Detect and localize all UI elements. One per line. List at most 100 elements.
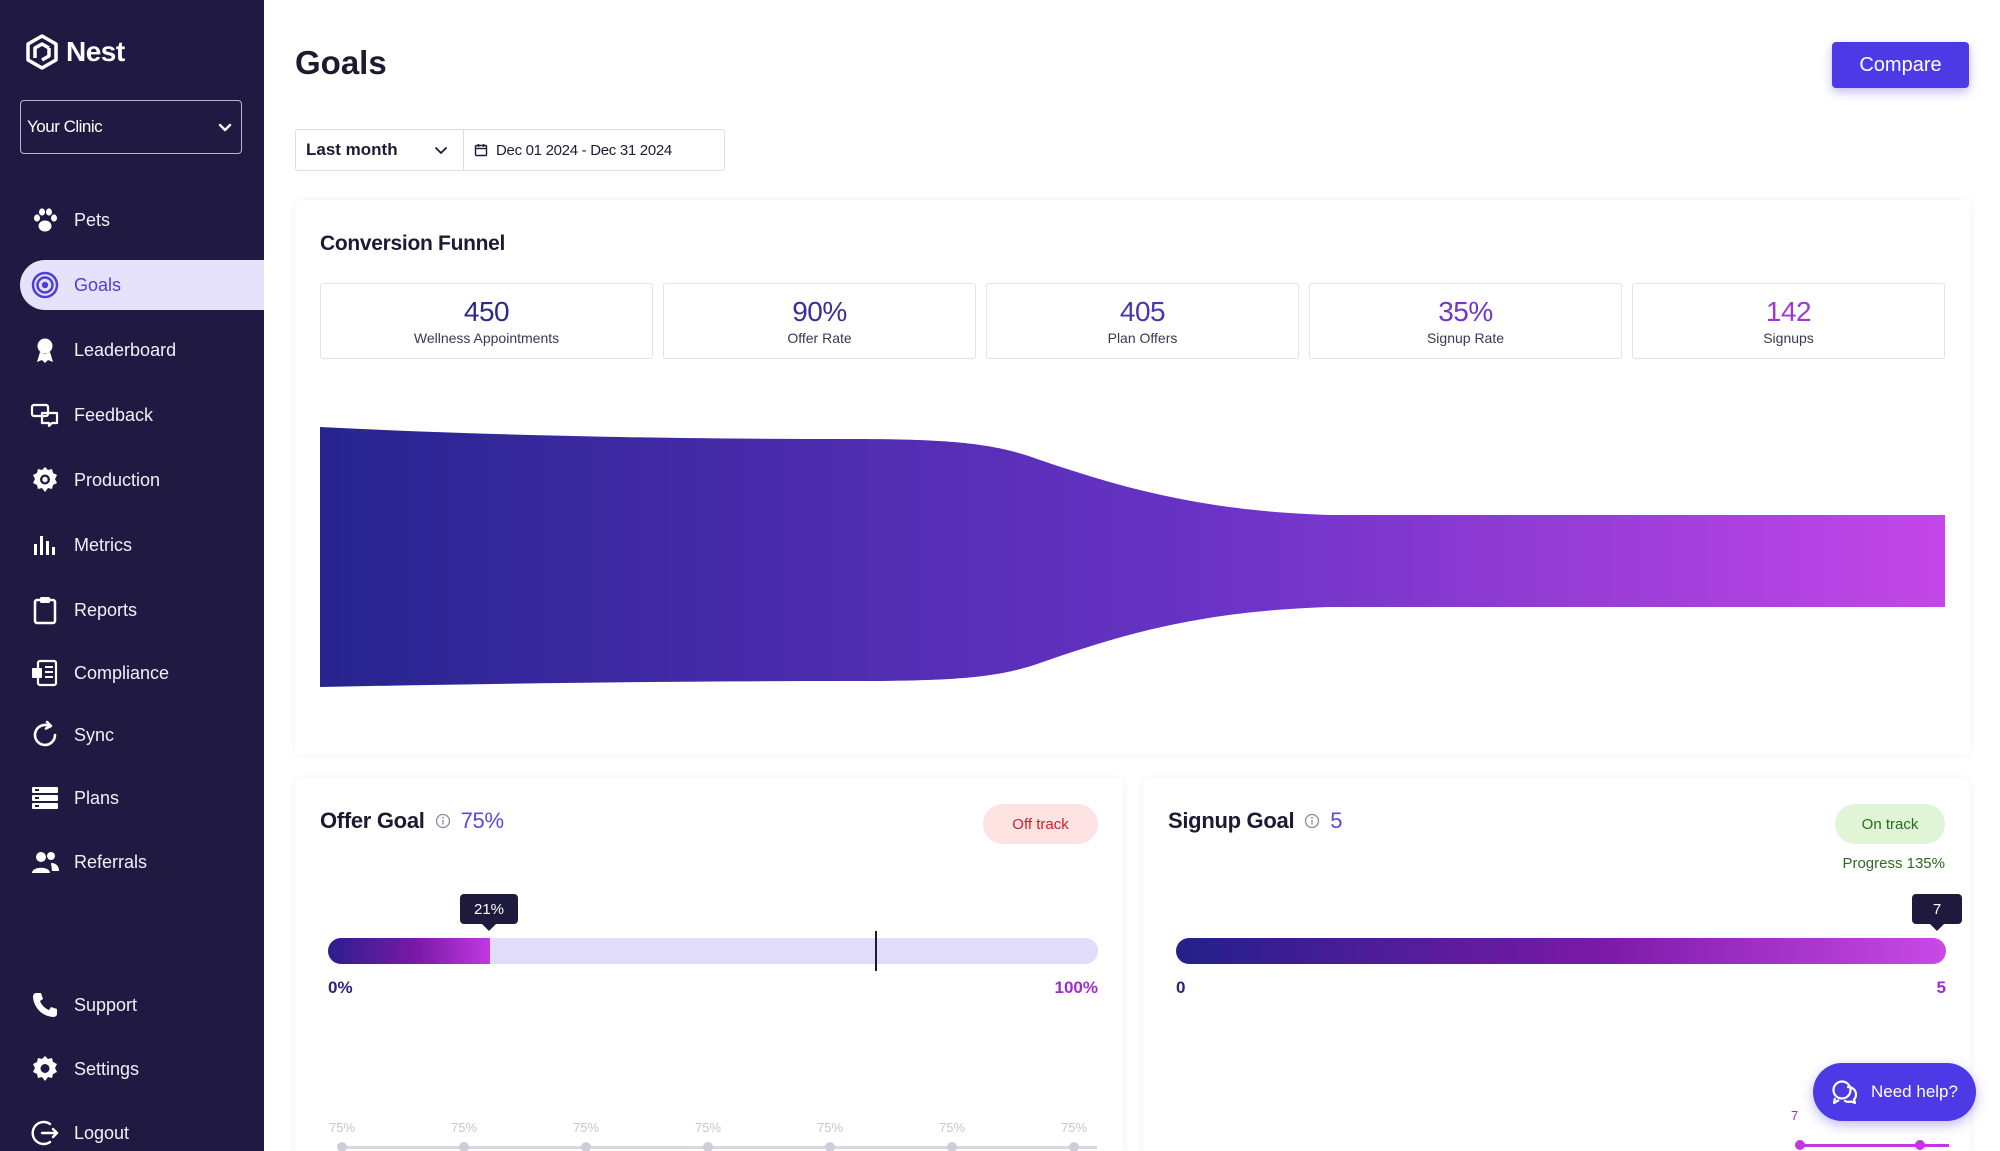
funnel-shape <box>320 427 1945 687</box>
sidebar-item-sync[interactable]: Sync <box>20 710 264 760</box>
sidebar-item-label: Pets <box>74 209 111 230</box>
funnel-title: Conversion Funnel <box>320 232 506 255</box>
history-tick-label: 75% <box>572 1120 600 1135</box>
document-icon <box>32 659 58 687</box>
sidebar-item-label: Settings <box>74 1058 140 1079</box>
sidebar-item-pets[interactable]: Pets <box>20 195 264 245</box>
signup-goal-value: 5 <box>1330 808 1343 833</box>
bar-chart-icon <box>34 536 55 555</box>
signup-goal-title: Signup Goal <box>1168 808 1295 833</box>
sidebar-item-support[interactable]: Support <box>20 980 264 1030</box>
sidebar-item-label: Support <box>74 994 138 1015</box>
info-icon[interactable] <box>435 813 451 829</box>
sidebar-item-label: Compliance <box>74 662 170 683</box>
signup-max-label: 5 <box>1936 978 1946 997</box>
sidebar-item-settings[interactable]: Settings <box>20 1044 264 1094</box>
sidebar: Nest Your Clinic Pets Goals Leaderboard … <box>0 0 264 1151</box>
offer-goal-header: Offer Goal 75% <box>320 808 504 834</box>
stat-wellness-appointments: 450 Wellness Appointments <box>320 283 653 359</box>
offer-history-ticks: 75% 75% 75% 75% 75% 75% 75% <box>329 1120 1110 1151</box>
sidebar-item-referrals[interactable]: Referrals <box>20 837 264 887</box>
info-icon[interactable] <box>1304 813 1320 829</box>
target-icon <box>31 271 59 299</box>
list-icon <box>32 787 58 809</box>
stat-label: Wellness Appointments <box>413 330 560 346</box>
history-line <box>342 1146 1097 1149</box>
chevron-down-icon <box>435 147 447 154</box>
sidebar-item-reports[interactable]: Reports <box>20 585 264 635</box>
sidebar-item-label: Goals <box>74 274 122 295</box>
signup-progress-bar <box>1176 938 1946 964</box>
stat-offer-rate: 90% Offer Rate <box>663 283 976 359</box>
sidebar-item-label: Referrals <box>74 851 148 872</box>
sidebar-item-label: Sync <box>74 724 115 745</box>
signup-progress-text: Progress 135% <box>1842 855 1945 872</box>
history-point <box>703 1142 713 1151</box>
sidebar-item-leaderboard[interactable]: Leaderboard <box>20 325 264 375</box>
history-tick-label: 75% <box>694 1120 722 1135</box>
sidebar-item-metrics[interactable]: Metrics <box>20 520 264 570</box>
signup-goal-header: Signup Goal 5 <box>1168 808 1343 834</box>
sidebar-item-plans[interactable]: Plans <box>20 773 264 823</box>
signup-min-label: 0 <box>1176 978 1186 997</box>
chat-bubble-icon <box>1832 1080 1858 1105</box>
sidebar-item-label: Reports <box>74 599 138 620</box>
history-point <box>1795 1140 1805 1150</box>
offer-target-marker <box>874 931 877 971</box>
paw-icon <box>34 208 57 232</box>
status-badge-on-track: On track <box>1835 804 1945 844</box>
award-icon <box>37 338 53 363</box>
history-point <box>459 1142 469 1151</box>
clinic-select[interactable]: Your Clinic <box>20 100 242 154</box>
funnel-chart <box>320 427 1945 687</box>
conversion-funnel-card: Conversion Funnel 450 Wellness Appointme… <box>295 200 1970 755</box>
history-tick-label: 75% <box>938 1120 966 1135</box>
sidebar-item-logout[interactable]: Logout <box>20 1108 264 1151</box>
stat-signups: 142 Signups <box>1632 283 1945 359</box>
date-range-value: Dec 01 2024 - Dec 31 2024 <box>496 141 672 159</box>
sidebar-item-compliance[interactable]: Compliance <box>20 648 264 698</box>
date-range-field[interactable]: Dec 01 2024 - Dec 31 2024 <box>464 130 724 170</box>
stat-value: 35% <box>1438 296 1493 327</box>
stat-value: 90% <box>792 296 847 327</box>
history-tick-label: 75% <box>816 1120 844 1135</box>
offer-goal-title: Offer Goal <box>320 808 425 833</box>
sidebar-item-production[interactable]: Production <box>20 455 264 505</box>
offer-min-label: 0% <box>328 978 353 997</box>
sidebar-item-label: Plans <box>74 787 120 808</box>
history-point <box>581 1142 591 1151</box>
history-point <box>825 1142 835 1151</box>
offer-current-tooltip: 21% <box>460 894 518 931</box>
calendar-icon <box>474 144 488 157</box>
compare-button[interactable]: Compare <box>1832 42 1969 88</box>
stat-value: 142 <box>1765 296 1812 327</box>
offer-progress-fill <box>328 938 490 964</box>
need-help-button[interactable]: Need help? <box>1813 1063 1976 1121</box>
chevron-down-icon <box>218 123 232 132</box>
stat-value: 450 <box>463 296 510 327</box>
sync-icon <box>33 720 57 747</box>
sidebar-item-goals[interactable]: Goals <box>20 260 264 310</box>
offer-goal-value: 75% <box>460 808 504 833</box>
sidebar-item-feedback[interactable]: Feedback <box>20 390 264 440</box>
range-preset-select[interactable]: Last month <box>296 130 464 170</box>
stat-signup-rate: 35% Signup Rate <box>1309 283 1622 359</box>
signup-progress-fill <box>1176 938 1946 964</box>
phone-icon <box>33 993 57 1017</box>
sidebar-item-label: Production <box>74 469 161 490</box>
clipboard-icon <box>33 597 57 625</box>
history-tick-label: 75% <box>450 1120 478 1135</box>
logo[interactable]: Nest <box>24 34 125 70</box>
chat-icon <box>30 403 59 428</box>
signup-current-tooltip: 7 <box>1912 894 1962 931</box>
sidebar-item-label: Logout <box>74 1122 130 1143</box>
brand-name: Nest <box>66 36 125 67</box>
stat-plan-offers: 405 Plan Offers <box>986 283 1299 359</box>
clinic-select-value: Your Clinic <box>27 117 103 136</box>
sidebar-item-label: Feedback <box>74 404 154 425</box>
status-badge-off-track: Off track <box>983 804 1098 844</box>
users-icon <box>32 852 59 873</box>
stat-value: 405 <box>1119 296 1166 327</box>
range-preset-label: Last month <box>306 140 398 159</box>
stat-label: Offer Rate <box>787 330 852 346</box>
